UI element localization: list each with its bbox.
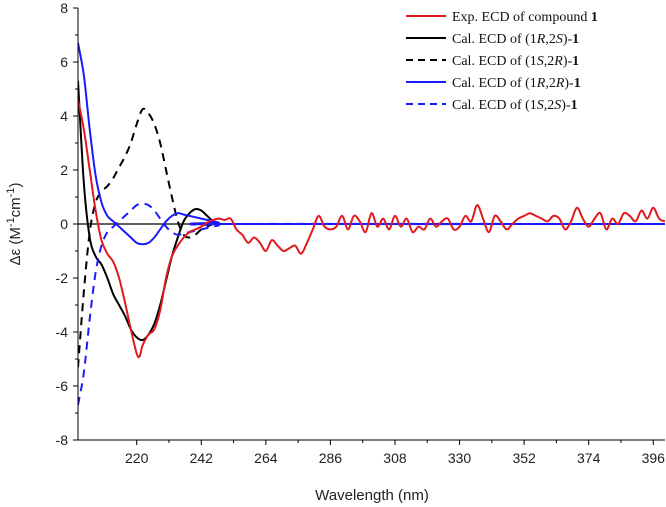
- x-tick-label: 220: [125, 450, 149, 466]
- legend-1s2r-post: )-: [563, 54, 573, 69]
- y-axis-title-sup1: -1: [5, 217, 17, 227]
- x-axis-title: Wavelength (nm): [315, 487, 429, 504]
- y-axis-title-prefix: Δε (M: [7, 227, 24, 265]
- legend-1s2r-i2: R: [553, 54, 563, 69]
- y-axis-title-suffix: ): [7, 183, 24, 188]
- y-tick-label: 2: [60, 162, 68, 178]
- series-line-1s2s: [78, 202, 665, 406]
- legend-1r2r-mid: ,2: [545, 76, 556, 91]
- y-axis-title: Δε (M-1cm-1): [5, 183, 24, 266]
- x-tick-label: 330: [448, 450, 472, 466]
- y-tick-label: 4: [60, 108, 68, 124]
- legend-label-1r2r: Cal. ECD of (1R,2R)-1: [452, 76, 581, 91]
- legend-1r2s-pre: Cal. ECD of (1: [452, 32, 537, 47]
- legend-1r2s-i2: S: [556, 32, 563, 47]
- legend-label-1s2r: Cal. ECD of (1S,2R)-1: [452, 54, 579, 69]
- x-tick-label: 264: [254, 450, 278, 466]
- legend-item-1s2s: Cal. ECD of (1S,2S)-1: [406, 98, 578, 113]
- legend-label-exp-text: Exp. ECD of compound: [452, 10, 591, 25]
- ticks-layer: -8 -6 -4 -2 0 2 4 6 8 220 242 264 286 308 330 352 374 396: [56, 0, 666, 466]
- legend-1r2r-bold: 1: [574, 76, 581, 91]
- y-tick-label: -2: [56, 270, 69, 286]
- legend-1s2r-mid: ,2: [544, 54, 555, 69]
- y-axis-title-mid: cm: [7, 197, 24, 217]
- legend-1r2s-mid: ,2: [545, 32, 556, 47]
- legend-1s2s-post: )-: [561, 98, 571, 113]
- series-line-exp: [78, 99, 665, 359]
- y-tick-label: 6: [60, 54, 68, 70]
- legend-1r2s-post: )-: [563, 32, 573, 47]
- legend-label-exp: Exp. ECD of compound 1: [452, 10, 598, 25]
- legend-label-1r2s: Cal. ECD of (1R,2S)-1: [452, 32, 579, 47]
- legend-1r2r-i2: R: [555, 76, 565, 91]
- legend: Exp. ECD of compound 1 Cal. ECD of (1R,2…: [406, 10, 598, 113]
- legend-1s2s-mid: ,2: [544, 98, 555, 113]
- legend-1s2s-pre: Cal. ECD of (1: [452, 98, 537, 113]
- legend-label-exp-bold: 1: [591, 10, 598, 25]
- legend-1r2r-pre: Cal. ECD of (1: [452, 76, 537, 91]
- legend-1r2s-bold: 1: [572, 32, 579, 47]
- x-tick-label: 286: [319, 450, 343, 466]
- legend-1r2r-post: )-: [564, 76, 574, 91]
- x-tick-label: 374: [577, 450, 601, 466]
- series-layer: [78, 42, 665, 406]
- y-tick-label: 0: [60, 216, 68, 232]
- x-tick-label: 308: [383, 450, 407, 466]
- y-tick-label: -8: [56, 432, 69, 448]
- legend-1s2r-bold: 1: [572, 54, 579, 69]
- y-axis-title-sup2: -1: [5, 188, 17, 198]
- legend-1s2r-i1: S: [537, 54, 544, 69]
- legend-item-1s2r: Cal. ECD of (1S,2R)-1: [406, 54, 579, 69]
- legend-item-1r2r: Cal. ECD of (1R,2R)-1: [406, 76, 581, 91]
- legend-1s2r-pre: Cal. ECD of (1: [452, 54, 537, 69]
- legend-1s2s-i1: S: [537, 98, 544, 113]
- y-tick-label: -4: [56, 324, 69, 340]
- x-tick-label: 242: [190, 450, 214, 466]
- y-tick-label: -6: [56, 378, 69, 394]
- legend-label-1s2s: Cal. ECD of (1S,2S)-1: [452, 98, 578, 113]
- legend-item-exp: Exp. ECD of compound 1: [406, 10, 598, 25]
- series-line-1r2r: [78, 42, 665, 246]
- x-tick-label: 352: [512, 450, 536, 466]
- legend-1r2r-i1: R: [536, 76, 546, 91]
- legend-1s2s-bold: 1: [571, 98, 578, 113]
- x-tick-label: 396: [642, 450, 666, 466]
- legend-1s2s-i2: S: [554, 98, 561, 113]
- legend-item-1r2s: Cal. ECD of (1R,2S)-1: [406, 32, 579, 47]
- legend-1r2s-i1: R: [536, 32, 546, 47]
- y-tick-label: 8: [60, 0, 68, 16]
